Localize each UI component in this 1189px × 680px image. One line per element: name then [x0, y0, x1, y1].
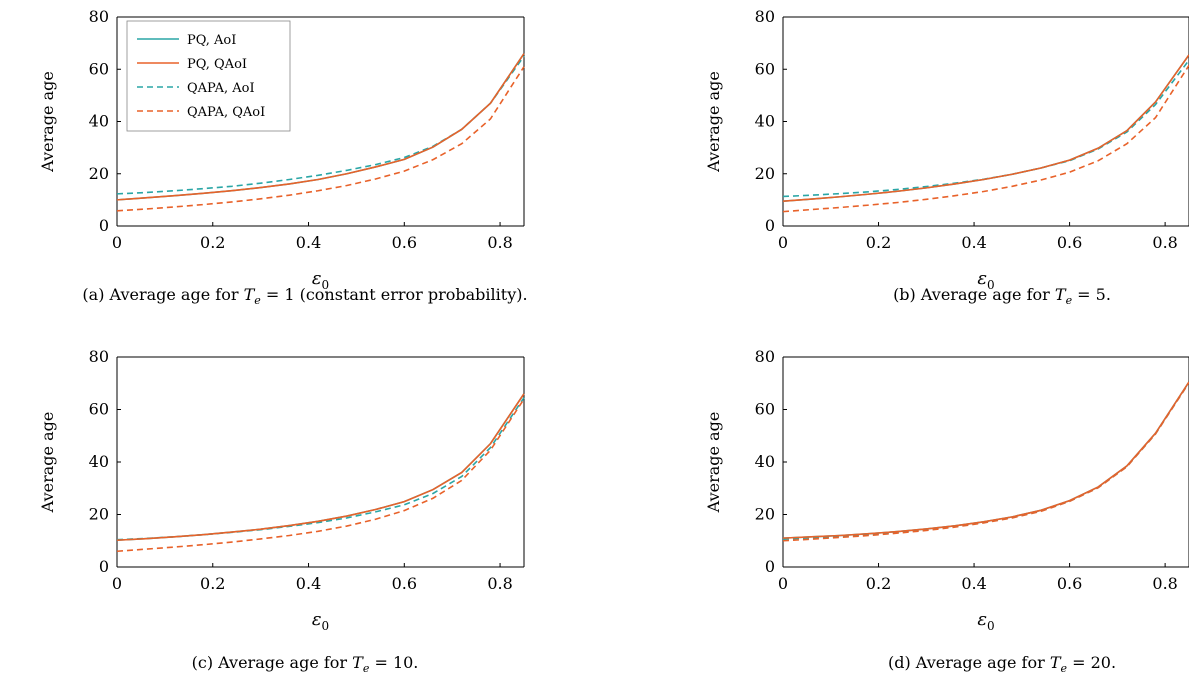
x-axis-label-symbol: ε	[312, 609, 322, 630]
x-axis-label-subscript: 0	[322, 619, 330, 633]
x-axis-label: ε0	[312, 268, 329, 292]
caption-symbol: T	[1055, 285, 1067, 304]
x-tick-label: 0.4	[296, 233, 321, 252]
series-line-qapa-aoi	[783, 382, 1189, 540]
series-line-qapa-qaoi	[783, 382, 1189, 542]
legend-entry: QAPA, AoI	[187, 81, 255, 96]
x-tick-label: 0	[112, 574, 122, 593]
series-line-pq-qaoi	[783, 54, 1189, 202]
y-tick-label: 0	[765, 557, 775, 576]
y-tick-label: 60	[89, 400, 109, 419]
y-tick-label: 40	[755, 112, 775, 131]
x-tick-label: 0	[778, 574, 788, 593]
caption-subscript: e	[254, 294, 261, 307]
caption-text-tail: = 5.	[1072, 285, 1111, 304]
x-axis-label: ε0	[977, 268, 994, 292]
legend-entry: QAPA, QAoI	[187, 105, 265, 120]
y-tick-label: 80	[755, 347, 775, 366]
caption-c: (c) Average age for Te = 10.	[192, 653, 419, 675]
caption-text: (c) Average age for	[192, 653, 353, 672]
legend-entry: PQ, AoI	[187, 33, 236, 48]
y-axis-label: Average age	[704, 71, 723, 173]
y-tick-label: 0	[765, 216, 775, 235]
x-tick-label: 0.4	[961, 574, 986, 593]
series-line-qapa-qaoi	[117, 66, 525, 212]
x-axis-label: ε0	[977, 609, 994, 633]
caption-symbol: T	[244, 285, 256, 304]
x-axis-label-symbol: ε	[977, 609, 987, 630]
caption-subscript: e	[363, 662, 370, 675]
x-axis-label-symbol: ε	[977, 268, 987, 289]
caption-text: (b) Average age for	[893, 285, 1055, 304]
caption-symbol: T	[352, 653, 364, 672]
series-line-pq-qaoi	[117, 53, 525, 201]
x-tick-label: 0.6	[392, 574, 417, 593]
y-tick-label: 40	[89, 112, 109, 131]
caption-symbol: T	[1050, 653, 1062, 672]
series-line-qapa-qaoi	[783, 64, 1189, 213]
x-tick-label: 0.8	[1152, 574, 1177, 593]
x-axis-label: ε0	[312, 609, 329, 633]
y-tick-label: 80	[89, 7, 109, 26]
x-axis-label-subscript: 0	[987, 278, 995, 292]
x-tick-label: 0.6	[392, 233, 417, 252]
y-tick-label: 20	[755, 505, 775, 524]
series-line-qapa-qaoi	[117, 398, 525, 553]
x-tick-label: 0.8	[487, 233, 512, 252]
caption-text-tail: = 10.	[369, 653, 418, 672]
series-line-qapa-aoi	[783, 59, 1189, 198]
caption-b: (b) Average age for Te = 5.	[893, 285, 1111, 307]
x-tick-label: 0	[112, 233, 122, 252]
x-tick-label: 0.2	[866, 233, 891, 252]
series-line-pq-qaoi	[783, 381, 1189, 539]
y-tick-label: 60	[89, 59, 109, 78]
y-tick-label: 40	[89, 452, 109, 471]
legend: PQ, AoI PQ, QAoI QAPA, AoI QAPA, QAoI	[126, 20, 291, 132]
x-axis-label-subscript: 0	[322, 278, 330, 292]
y-tick-label: 20	[89, 505, 109, 524]
y-tick-label: 20	[755, 164, 775, 183]
x-tick-label: 0.2	[866, 574, 891, 593]
y-tick-label: 20	[89, 164, 109, 183]
x-tick-label: 0.4	[296, 574, 321, 593]
x-tick-label: 0.2	[200, 233, 225, 252]
y-tick-label: 80	[755, 7, 775, 26]
x-axis-label-symbol: ε	[312, 268, 322, 289]
y-tick-label: 60	[755, 400, 775, 419]
y-tick-label: 80	[89, 347, 109, 366]
series-line-pq-aoi	[117, 393, 525, 542]
caption-text-tail: = 20.	[1067, 653, 1116, 672]
x-tick-label: 0.8	[487, 574, 512, 593]
caption-text: (d) Average age for	[888, 653, 1050, 672]
caption-text: (a) Average age for	[82, 285, 243, 304]
y-tick-label: 0	[99, 557, 109, 576]
x-axis-label-subscript: 0	[987, 619, 995, 633]
y-tick-label: 0	[99, 216, 109, 235]
y-axis-label: Average age	[38, 71, 57, 173]
series-line-pq-aoi	[783, 381, 1189, 539]
legend-entry: PQ, QAoI	[187, 57, 247, 72]
x-tick-label: 0.6	[1057, 574, 1082, 593]
caption-text-tail: = 1 (constant error probability).	[261, 285, 528, 304]
y-tick-label: 40	[755, 452, 775, 471]
x-tick-label: 0.8	[1152, 233, 1177, 252]
y-tick-label: 60	[755, 59, 775, 78]
caption-subscript: e	[1066, 294, 1073, 307]
x-tick-label: 0.2	[200, 574, 225, 593]
y-axis-label: Average age	[704, 412, 723, 514]
series-line-qapa-aoi	[117, 397, 525, 541]
x-tick-label: 0	[778, 233, 788, 252]
x-tick-label: 0.6	[1057, 233, 1082, 252]
caption-d: (d) Average age for Te = 20.	[888, 653, 1116, 675]
caption-a: (a) Average age for Te = 1 (constant err…	[82, 285, 527, 307]
caption-subscript: e	[1060, 662, 1067, 675]
x-tick-label: 0.4	[961, 233, 986, 252]
series-line-pq-qaoi	[117, 393, 525, 542]
y-axis-label: Average age	[38, 412, 57, 514]
